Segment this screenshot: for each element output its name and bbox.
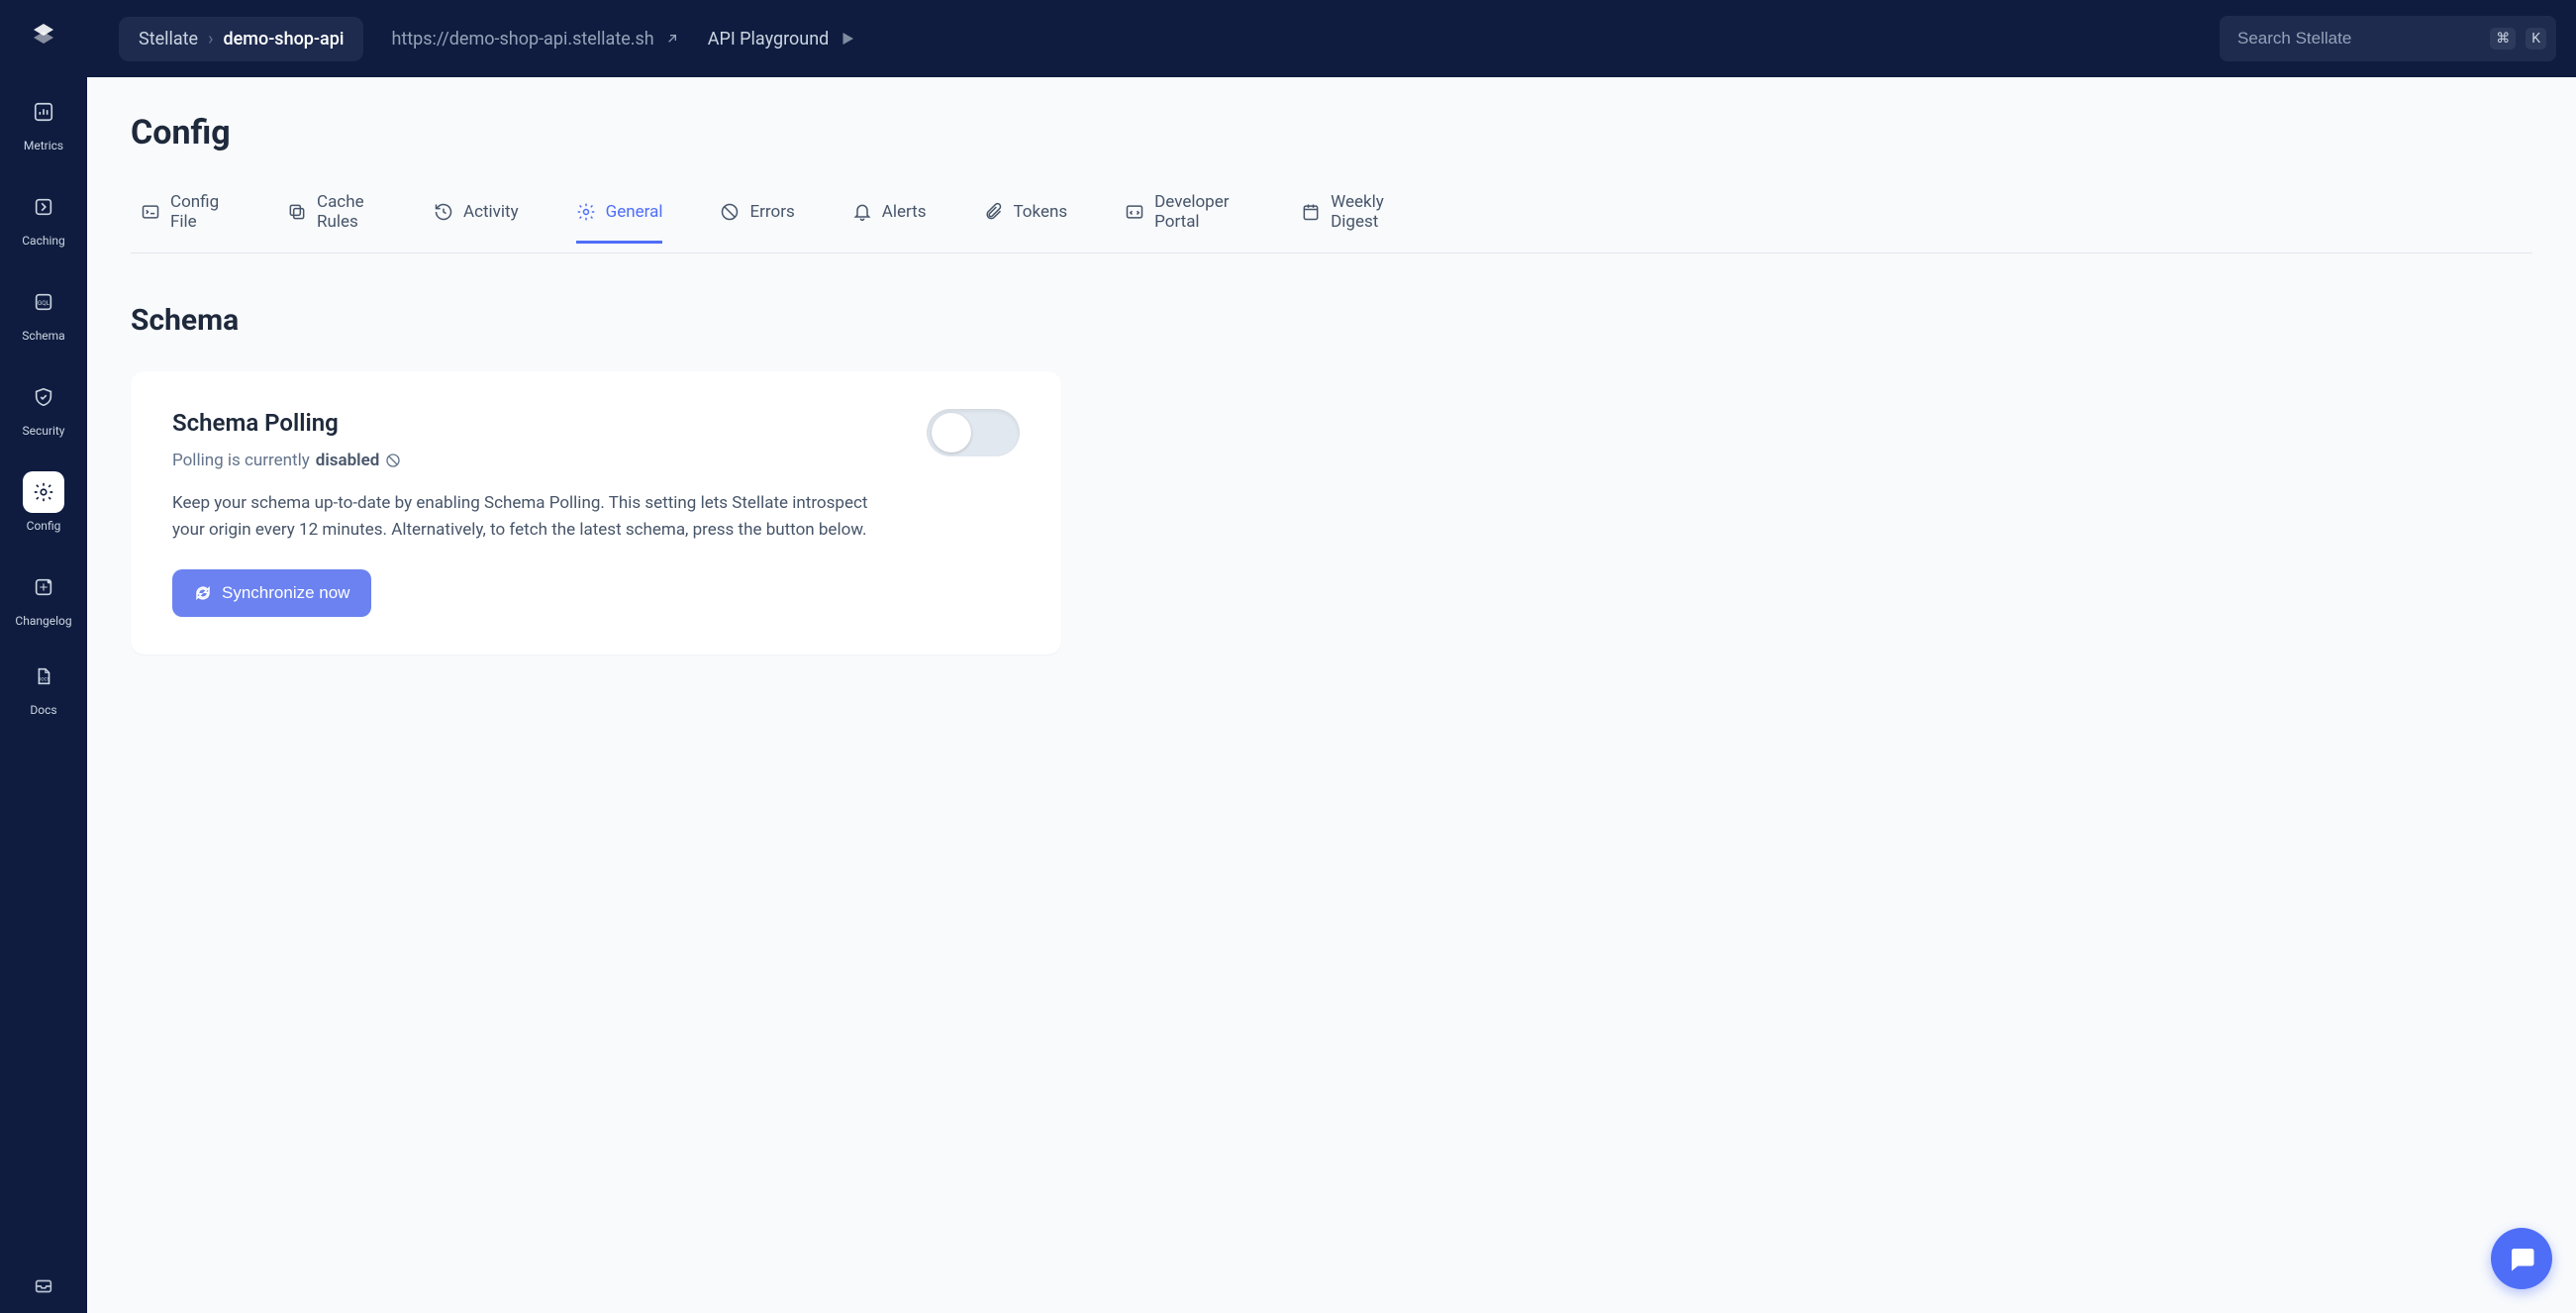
- terminal-icon: [141, 202, 160, 222]
- tab-errors[interactable]: Errors: [720, 184, 794, 243]
- tab-weekly-digest[interactable]: Weekly Digest: [1301, 174, 1400, 253]
- service-url-text: https://demo-shop-api.stellate.sh: [391, 29, 653, 50]
- service-url-link[interactable]: https://demo-shop-api.stellate.sh: [391, 29, 679, 50]
- sidebar-item-label: Schema: [22, 329, 64, 343]
- content-area: Config Config File Cache Rules Activity …: [87, 77, 2576, 1313]
- tab-label: Weekly Digest: [1331, 192, 1400, 233]
- tab-general[interactable]: General: [576, 184, 663, 243]
- button-label: Synchronize now: [222, 583, 349, 603]
- external-link-icon: [664, 31, 680, 47]
- sidebar-item-docs[interactable]: DOCS Docs: [0, 656, 87, 717]
- page-title: Config: [131, 113, 2532, 152]
- tab-label: Alerts: [882, 202, 927, 222]
- chevron-right-icon: ›: [208, 29, 213, 50]
- card-description: Keep your schema up-to-date by enabling …: [172, 490, 885, 544]
- history-icon: [434, 202, 453, 222]
- docs-icon: DOCS: [23, 656, 64, 697]
- sidebar-item-metrics[interactable]: Metrics: [0, 91, 87, 152]
- card-title: Schema Polling: [172, 409, 401, 437]
- tab-config-file[interactable]: Config File: [141, 174, 230, 253]
- gear-icon: [23, 471, 64, 513]
- schema-polling-card: Schema Polling Polling is currently disa…: [131, 371, 1061, 655]
- tab-alerts[interactable]: Alerts: [852, 184, 927, 243]
- schema-icon: GQL: [23, 281, 64, 323]
- sidebar-item-label: Security: [23, 424, 65, 438]
- config-tabs: Config File Cache Rules Activity General…: [131, 174, 2532, 253]
- gear-icon: [576, 202, 596, 222]
- chat-icon: [2507, 1244, 2536, 1273]
- tab-cache-rules[interactable]: Cache Rules: [287, 174, 376, 253]
- search-input[interactable]: [2237, 29, 2480, 49]
- api-playground-link[interactable]: API Playground: [708, 29, 857, 50]
- logo[interactable]: [28, 20, 59, 51]
- topbar: Stellate › demo-shop-api https://demo-sh…: [87, 0, 2576, 77]
- sidebar-item-caching[interactable]: Caching: [0, 186, 87, 248]
- tab-developer-portal[interactable]: Developer Portal: [1125, 174, 1243, 253]
- sidebar-item-changelog[interactable]: Changelog: [0, 566, 87, 628]
- polling-status: Polling is currently disabled: [172, 451, 401, 470]
- sidebar-item-label: Changelog: [15, 614, 71, 628]
- tab-label: Cache Rules: [317, 192, 376, 233]
- sidebar-item-config[interactable]: Config: [0, 471, 87, 533]
- synchronize-button[interactable]: Synchronize now: [172, 569, 371, 617]
- toggle-knob: [932, 413, 971, 453]
- copy-icon: [287, 202, 307, 222]
- tab-label: Developer Portal: [1154, 192, 1243, 233]
- bell-icon: [852, 202, 872, 222]
- playground-label: API Playground: [708, 29, 830, 50]
- sidebar: Metrics Caching GQL Schema Security Conf…: [0, 0, 87, 1313]
- tab-label: General: [606, 202, 663, 222]
- metrics-icon: [23, 91, 64, 133]
- tab-tokens[interactable]: Tokens: [983, 184, 1067, 243]
- sparkle-icon: [23, 566, 64, 608]
- caching-icon: [23, 186, 64, 228]
- polling-toggle[interactable]: [927, 409, 1020, 456]
- sidebar-item-label: Caching: [22, 234, 65, 248]
- status-value: disabled: [316, 451, 380, 470]
- chat-fab[interactable]: [2491, 1228, 2552, 1289]
- breadcrumb-project: demo-shop-api: [224, 29, 345, 50]
- breadcrumb-org: Stellate: [139, 29, 198, 50]
- tab-label: Activity: [463, 202, 519, 222]
- breadcrumb[interactable]: Stellate › demo-shop-api: [119, 17, 363, 61]
- paperclip-icon: [983, 202, 1003, 222]
- tab-label: Config File: [170, 192, 230, 233]
- shield-icon: [23, 376, 64, 418]
- play-icon: [839, 30, 856, 48]
- ban-icon: [720, 202, 740, 222]
- section-title: Schema: [131, 303, 2532, 338]
- sidebar-item-schema[interactable]: GQL Schema: [0, 281, 87, 343]
- kbd-k: K: [2526, 28, 2546, 50]
- svg-text:DOCS: DOCS: [39, 677, 50, 683]
- sidebar-item-label: Metrics: [24, 139, 63, 152]
- disabled-icon: [385, 453, 401, 468]
- tab-activity[interactable]: Activity: [434, 184, 519, 243]
- sidebar-item-label: Docs: [30, 703, 56, 717]
- sidebar-item-security[interactable]: Security: [0, 376, 87, 438]
- sidebar-item-label: Config: [27, 519, 61, 533]
- search-box[interactable]: ⌘ K: [2220, 16, 2556, 61]
- tab-label: Tokens: [1013, 202, 1067, 222]
- calendar-icon: [1301, 202, 1321, 222]
- kbd-cmd: ⌘: [2490, 28, 2516, 50]
- svg-text:GQL: GQL: [38, 299, 50, 307]
- refresh-icon: [194, 584, 212, 602]
- status-prefix: Polling is currently: [172, 451, 310, 470]
- code-window-icon: [1125, 202, 1144, 222]
- inbox-icon: [23, 1265, 64, 1307]
- tab-label: Errors: [749, 202, 794, 222]
- sidebar-item-feedback[interactable]: [0, 1265, 87, 1313]
